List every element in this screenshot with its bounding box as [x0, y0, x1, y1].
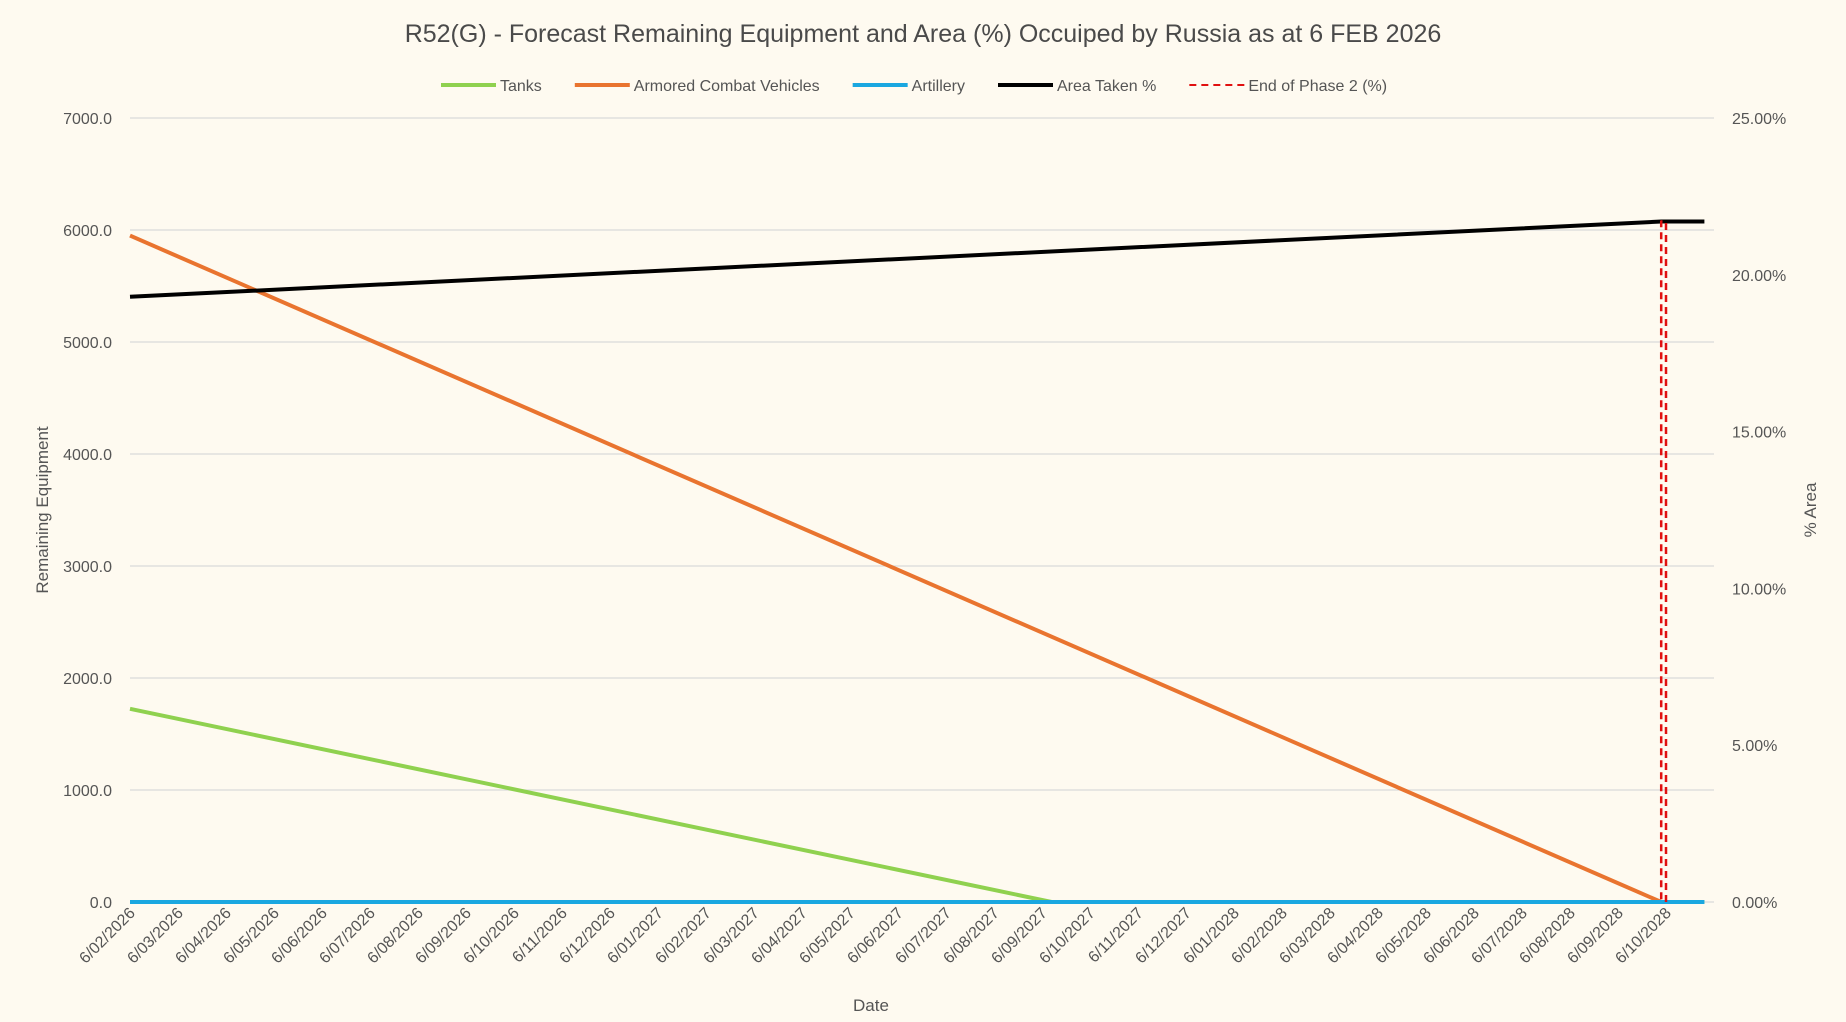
y2-tick-label: 10.00% — [1732, 581, 1786, 598]
legend-label-area-taken: Area Taken % — [1057, 78, 1156, 95]
y-tick-label: 6000.0 — [63, 223, 112, 240]
y-tick-label: 4000.0 — [63, 447, 112, 464]
legend: Tanks Armored Combat Vehicles Artillery Are… — [441, 78, 1387, 95]
gridlines — [130, 117, 1714, 903]
y-tick-label: 2000.0 — [63, 671, 112, 688]
legend-label-armored-combat-vehicles: Armored Combat Vehicles — [634, 78, 820, 95]
series-line-armored-combat-vehicles — [129, 233, 1662, 904]
legend-label-tanks: Tanks — [500, 78, 542, 95]
y2-axis-ticks: 0.00% 5.00% 10.00% 15.00% 20.00% 25.00% — [1732, 111, 1786, 912]
y-tick-label: 5000.0 — [63, 335, 112, 352]
y-tick-label: 3000.0 — [63, 559, 112, 576]
y2-tick-label: 15.00% — [1732, 425, 1786, 442]
y2-axis-title: % Area — [1801, 482, 1820, 537]
y-tick-label: 0.0 — [90, 895, 112, 912]
legend-label-artillery: Artillery — [912, 78, 965, 95]
chart-title: R52(G) - Forecast Remaining Equipment an… — [405, 20, 1442, 48]
y-tick-label: 7000.0 — [63, 111, 112, 128]
series-lines — [129, 219, 1705, 904]
y2-tick-label: 0.00% — [1732, 895, 1777, 912]
y-axis-ticks: 0.0 1000.0 2000.0 3000.0 4000.0 5000.0 6000.0 7… — [63, 111, 112, 912]
y-tick-label: 1000.0 — [63, 783, 112, 800]
y2-tick-label: 5.00% — [1732, 738, 1777, 755]
y-axis-title: Remaining Equipment — [33, 426, 52, 594]
series-line-end-of-phase-2 — [1659, 220, 1668, 902]
y2-tick-label: 20.00% — [1732, 268, 1786, 285]
x-axis-title: Date — [853, 996, 889, 1015]
legend-label-end-of-phase-2: End of Phase 2 (%) — [1248, 78, 1387, 95]
y2-tick-label: 25.00% — [1732, 111, 1786, 128]
